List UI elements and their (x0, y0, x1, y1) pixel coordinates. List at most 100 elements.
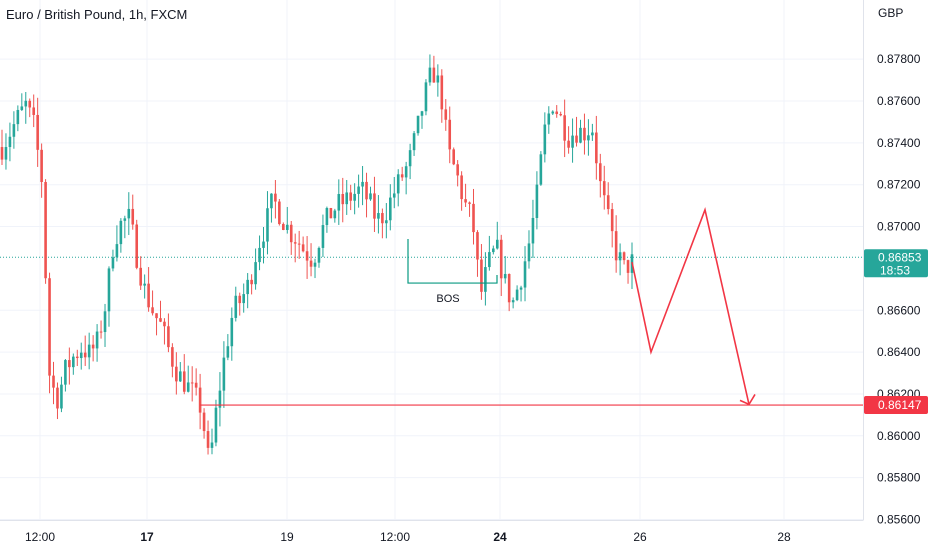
price-axis-tick: 0.87200 (877, 178, 921, 192)
candle (64, 359, 67, 392)
candle (289, 220, 293, 255)
candle (563, 99, 566, 158)
candle (234, 286, 238, 322)
candle (357, 174, 360, 208)
symbol-title: Euro / British Pound, 1h, FXCM (6, 7, 188, 22)
candles (0, 54, 634, 455)
candle (555, 105, 559, 118)
price-axis-tick: 0.85600 (877, 513, 921, 527)
candle (210, 428, 214, 455)
candle (404, 161, 408, 195)
candle (218, 372, 222, 427)
candle (543, 112, 547, 163)
price-axis-tick: 0.87600 (877, 94, 921, 108)
candle (186, 365, 190, 393)
candle (175, 352, 178, 395)
candle (610, 202, 614, 248)
bos-line[interactable] (407, 239, 498, 284)
candle (519, 285, 523, 302)
candle (583, 113, 586, 155)
candle (111, 249, 115, 272)
candle (389, 184, 392, 231)
candle (440, 69, 444, 123)
candle (167, 313, 170, 353)
candle (262, 227, 265, 264)
candle (460, 171, 463, 211)
candle (8, 122, 12, 162)
candle (547, 106, 551, 134)
candle (44, 179, 47, 284)
candle (72, 353, 75, 375)
candle (436, 64, 440, 97)
candle (123, 215, 127, 239)
candle (503, 255, 507, 284)
drawings[interactable]: BOS (200, 207, 863, 406)
candle (353, 183, 356, 215)
candle (424, 79, 428, 116)
candle (317, 246, 321, 268)
candle (428, 54, 432, 86)
candle (523, 246, 527, 302)
candle (606, 182, 610, 215)
candle (412, 130, 416, 156)
target-price-badge (864, 396, 928, 415)
candle (16, 105, 20, 132)
candle (293, 233, 297, 263)
candle (48, 272, 51, 394)
time-axis-tick: 26 (633, 530, 647, 544)
candle (182, 354, 186, 395)
candle (87, 332, 91, 370)
time-axis-tick: 12:00 (25, 530, 55, 544)
candle (266, 191, 269, 255)
candle (95, 324, 99, 362)
candle (250, 274, 253, 295)
candle (396, 169, 400, 207)
candle (385, 203, 388, 239)
candle (626, 259, 630, 284)
candle (476, 230, 479, 277)
candle (52, 361, 55, 405)
candle (408, 143, 412, 180)
candle (107, 266, 111, 327)
candle (329, 207, 333, 219)
candle (40, 143, 43, 198)
price-axis-tick: 0.86600 (877, 303, 921, 317)
candle (214, 399, 218, 447)
candle (468, 201, 471, 217)
candle (258, 235, 261, 271)
candle (79, 342, 83, 370)
candle (68, 347, 71, 385)
candle (143, 274, 146, 299)
candle (254, 248, 257, 290)
candle (365, 172, 368, 218)
candle (24, 91, 28, 124)
candle (539, 151, 543, 186)
candle (163, 318, 166, 345)
candle (99, 320, 103, 339)
chart-grid (0, 0, 863, 520)
candle (171, 343, 174, 378)
last-price-badge (864, 249, 928, 278)
candle (325, 206, 329, 233)
price-axis[interactable]: 0.87800 0.87600 0.87400 0.87200 0.87000 0.866… (877, 52, 921, 526)
time-axis-tick: 17 (140, 530, 154, 544)
candle (60, 376, 63, 413)
candle (492, 245, 495, 255)
candle (515, 285, 519, 302)
projection-path[interactable] (631, 207, 750, 405)
candle (226, 334, 230, 361)
candle (139, 256, 142, 290)
candle (614, 215, 618, 273)
projection-arrow-head (739, 394, 756, 406)
time-axis[interactable]: 12:00 17 19 12:00 24 26 28 (25, 530, 791, 544)
candle (230, 307, 234, 361)
candle (345, 179, 349, 215)
candle (559, 111, 562, 117)
candle (488, 235, 491, 271)
candle (270, 193, 273, 223)
candle (20, 93, 24, 111)
candle (531, 199, 535, 258)
candle (591, 123, 594, 141)
candle (313, 258, 317, 279)
